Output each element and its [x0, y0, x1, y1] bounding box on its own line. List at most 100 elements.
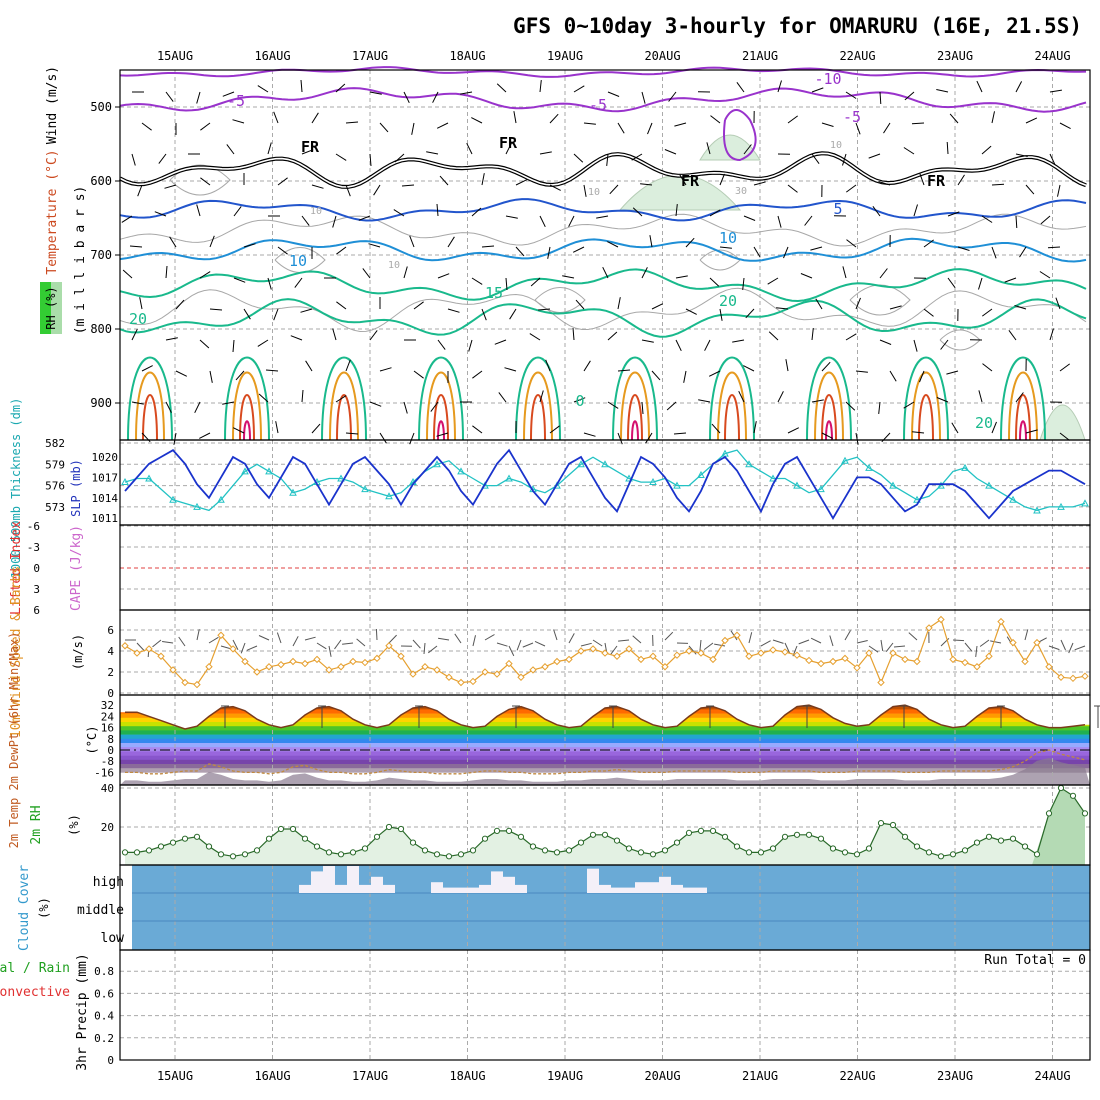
wind-barb: [267, 277, 272, 290]
wind-barb: [1004, 277, 1017, 283]
wind-barb: [919, 370, 925, 383]
isotherm-loop: [135, 371, 165, 441]
wind10-point: [769, 646, 777, 654]
wind10-point: [805, 656, 813, 665]
wind10-barb: [162, 641, 174, 644]
wind10-barb: [472, 635, 476, 647]
wind10-barb: [952, 639, 965, 642]
rh-point: [349, 849, 357, 856]
plot-content: [119, 66, 1100, 893]
wind-barb: [513, 111, 517, 124]
wind-barb: [235, 370, 245, 381]
date-label-top: 22AUG: [839, 49, 875, 63]
wind-barb: [1015, 153, 1028, 157]
wind-barb: [811, 328, 814, 341]
wind-barb: [607, 241, 619, 248]
wind-barb: [872, 206, 881, 217]
thickness-point: [913, 495, 921, 503]
wind-barb: [243, 243, 256, 248]
cloud-bg: [132, 865, 1090, 950]
rh-contour: [274, 247, 326, 273]
wind-barb: [575, 299, 585, 310]
temp-line: [125, 704, 1086, 730]
thickness-tick-label: 573: [45, 501, 65, 514]
wind10-barb: [772, 639, 784, 644]
wind10-point: [577, 647, 585, 655]
wind10-point: [985, 652, 993, 660]
wind10-barb: [496, 642, 508, 647]
rh-shading: [699, 134, 761, 161]
wind-barb: [1015, 215, 1018, 229]
wind-barb: [498, 392, 507, 403]
date-label-top: 17AUG: [352, 49, 388, 63]
wind-barb: [868, 153, 881, 159]
rh-point: [985, 833, 993, 840]
wind-barb: [1025, 429, 1038, 434]
rh-point: [493, 827, 501, 835]
wind10-point: [877, 678, 885, 687]
isotherm-loop: [239, 394, 255, 441]
rh-point: [649, 851, 657, 858]
wind-barb: [173, 432, 177, 445]
wind10-barb: [1024, 629, 1029, 641]
wind10-point: [925, 624, 933, 632]
wind-barb: [394, 153, 405, 163]
cloud-level-label: high: [93, 875, 124, 890]
wind10-barb: [1060, 639, 1066, 651]
wind-barb: [545, 359, 551, 372]
wind-barb: [936, 397, 949, 403]
wind-barb: [777, 391, 784, 403]
wind-barb: [753, 181, 766, 186]
thickness-point: [985, 481, 993, 489]
isotherm-loop: [232, 371, 262, 441]
wind-barb: [923, 308, 934, 317]
wind10-barb: [908, 632, 918, 641]
wind-barb: [311, 112, 319, 124]
cloud-high-bar: [371, 876, 383, 893]
wind-barb: [335, 153, 347, 161]
wind10-barb: [232, 639, 239, 651]
rh-point: [769, 845, 777, 852]
wind10-point: [757, 649, 765, 657]
wind-barb: [196, 204, 201, 217]
wind10-point: [853, 664, 861, 672]
rh-point: [1045, 810, 1053, 817]
wind-barb: [335, 395, 347, 403]
wind-barb: [1015, 392, 1024, 403]
wind-barb: [505, 215, 518, 219]
rh-point: [445, 853, 453, 860]
wind-barb: [982, 363, 993, 372]
wind-barb: [129, 245, 143, 248]
cloud-high-bar: [587, 868, 599, 893]
rh-point: [301, 835, 309, 842]
wind10-point: [889, 649, 897, 657]
wind-barb: [855, 370, 868, 373]
wind10-point: [637, 655, 645, 664]
thickness-tick-label: 579: [45, 458, 65, 471]
isotherm-loop: [1015, 394, 1031, 441]
wind-barb: [673, 432, 687, 435]
wind-barb: [631, 153, 643, 161]
wind10-barb: [810, 637, 822, 644]
wind-barb: [258, 393, 269, 403]
temp-band: [120, 722, 1090, 727]
wind-barb: [273, 308, 279, 321]
wind-barb: [494, 339, 507, 345]
wind-barb: [345, 121, 359, 124]
temp-band: [120, 726, 1090, 731]
wind-barb: [981, 215, 993, 223]
wind-barb: [811, 153, 820, 164]
wind-barb: [573, 153, 584, 163]
wind10-barb: [1048, 645, 1060, 651]
temp-tick-label: -8: [101, 755, 114, 768]
contour-label: 10: [388, 260, 400, 271]
wind10-point: [397, 652, 405, 660]
wind-barb: [275, 421, 279, 434]
wind-barb: [436, 122, 449, 129]
wind-barb: [641, 91, 646, 104]
wind-barb: [481, 308, 487, 321]
wind-barb: [879, 91, 882, 105]
isotherm-loop: [631, 420, 639, 441]
wind-barb: [743, 144, 752, 155]
wind-barb: [704, 339, 711, 351]
